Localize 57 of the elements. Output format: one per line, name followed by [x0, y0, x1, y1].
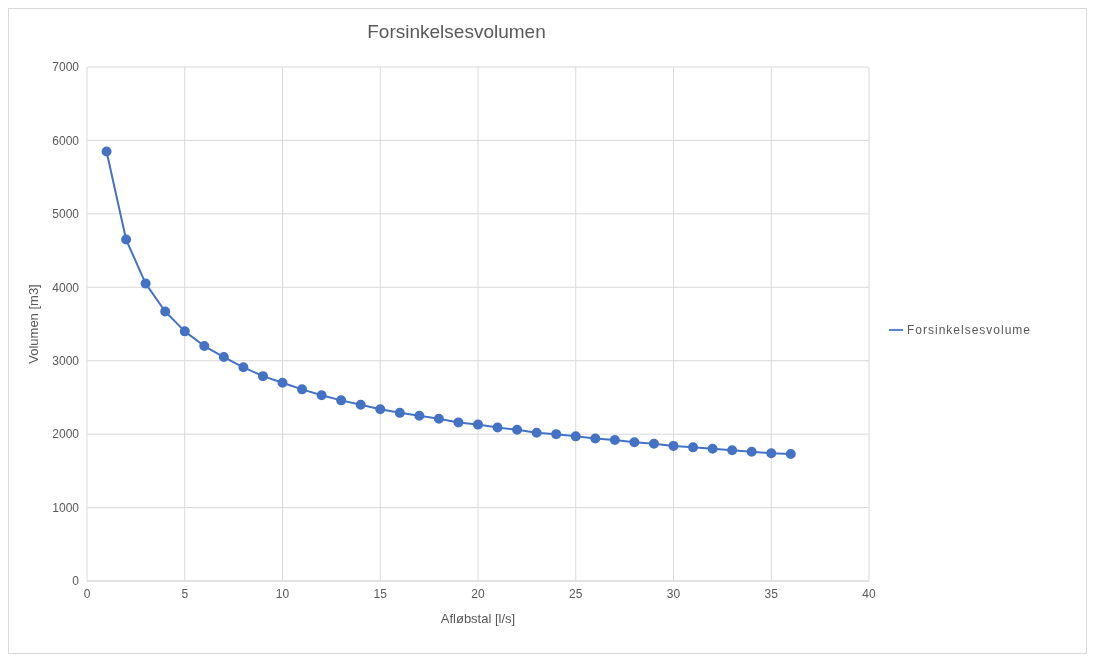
- x-tick-label: 30: [666, 586, 681, 601]
- x-tick-label: 25: [569, 586, 583, 601]
- x-tick-label: 10: [275, 586, 290, 601]
- point: [531, 427, 542, 438]
- point: [433, 413, 444, 424]
- x-tick-label: 5: [181, 586, 189, 601]
- point: [414, 410, 425, 421]
- point: [570, 431, 581, 442]
- point: [688, 442, 699, 453]
- point: [668, 440, 679, 451]
- x-tick-label: 0: [83, 586, 91, 601]
- point: [101, 146, 112, 157]
- point: [551, 429, 562, 440]
- point: [785, 448, 796, 459]
- point: [609, 435, 620, 446]
- point: [316, 390, 327, 401]
- point: [336, 395, 347, 406]
- point: [140, 278, 151, 289]
- point: [492, 422, 503, 433]
- point: [629, 437, 640, 448]
- x-tick-label: 20: [471, 586, 485, 601]
- point: [238, 362, 249, 373]
- x-axis-title: Afløbstal [l/s]: [440, 611, 516, 626]
- y-tick-label: 4000: [52, 280, 80, 295]
- point: [375, 404, 386, 415]
- point: [766, 448, 777, 459]
- legend-label: Forsinkelsesvolume: [907, 322, 1032, 337]
- x-tick-label: 35: [764, 586, 779, 601]
- y-tick-label: 1000: [52, 500, 80, 515]
- point: [473, 419, 483, 430]
- x-tick-label: 15: [373, 586, 388, 601]
- point: [218, 352, 229, 363]
- y-tick-label: 5000: [52, 207, 80, 222]
- chart-title: Forsinkelsesvolumen: [366, 21, 547, 43]
- point: [707, 443, 718, 454]
- point: [727, 445, 738, 456]
- point: [199, 341, 210, 352]
- y-tick-label: 7000: [52, 60, 80, 75]
- point: [355, 399, 366, 410]
- point: [746, 446, 757, 457]
- point: [648, 438, 659, 449]
- point: [394, 407, 405, 418]
- point: [277, 377, 288, 388]
- y-tick-label: 0: [72, 574, 80, 589]
- y-axis-title: Volumen [m3]: [25, 284, 41, 364]
- point: [512, 424, 523, 435]
- x-tick-label: 40: [862, 586, 876, 601]
- y-tick-label: 2000: [52, 427, 80, 442]
- point: [257, 371, 268, 382]
- y-tick-label: 6000: [52, 133, 80, 148]
- point: [121, 234, 132, 245]
- point: [179, 326, 190, 337]
- point: [453, 417, 464, 428]
- point: [297, 384, 308, 395]
- point: [160, 306, 171, 317]
- point: [590, 433, 601, 444]
- y-tick-label: 3000: [52, 353, 80, 368]
